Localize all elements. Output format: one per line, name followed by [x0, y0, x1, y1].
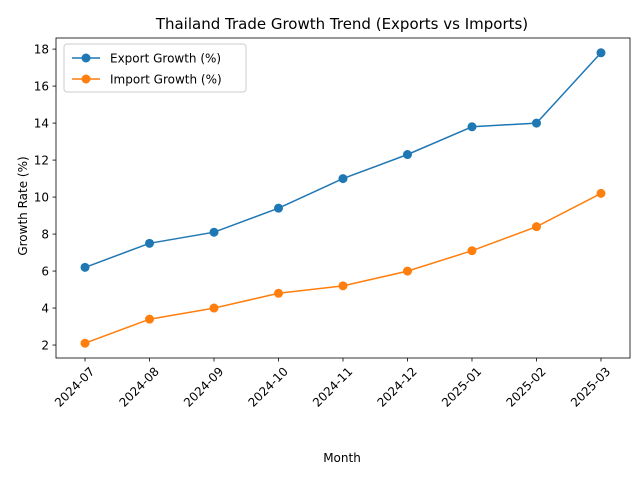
x-tick-label: 2024-08: [117, 364, 162, 409]
x-axis-label: Month: [323, 451, 361, 465]
x-tick-label: 2025-03: [568, 364, 613, 409]
series-2-point: [338, 281, 348, 291]
x-tick-label: 2024-07: [52, 364, 97, 409]
series-2-point: [80, 338, 90, 348]
y-tick-label: 6: [41, 265, 49, 279]
x-tick-label: 2024-12: [374, 364, 419, 409]
series-2-point: [596, 188, 606, 198]
y-tick-label: 12: [34, 154, 49, 168]
series-2-point: [467, 246, 477, 256]
y-tick-label: 16: [34, 80, 49, 94]
series-2-point: [531, 222, 541, 232]
series-1-point: [531, 118, 541, 128]
x-tick-label: 2025-01: [439, 364, 484, 409]
series-2-point: [145, 314, 155, 324]
series-line-2: [84, 192, 602, 344]
y-tick-label: 18: [34, 43, 49, 57]
y-tick-label: 2: [41, 339, 49, 353]
y-tick-label: 14: [34, 117, 49, 131]
series-1-point: [467, 122, 477, 132]
legend-marker-2: [81, 74, 91, 84]
series-2-point: [274, 288, 284, 298]
series-1-point: [80, 262, 90, 272]
chart-title: Thailand Trade Growth Trend (Exports vs …: [155, 15, 528, 33]
legend-label-1: Export Growth (%): [110, 52, 221, 66]
x-tick-label: 2024-11: [310, 364, 355, 409]
x-tick-label: 2025-02: [503, 364, 548, 409]
series-1-point: [596, 48, 606, 58]
series-1-point: [274, 203, 284, 213]
y-tick-label: 4: [41, 302, 49, 316]
series-2-point: [402, 266, 412, 276]
legend-box: [63, 43, 247, 93]
series-1-point: [338, 174, 348, 184]
x-tick-label: 2024-09: [181, 364, 226, 409]
series-2-point: [209, 303, 219, 313]
legend-label-2: Import Growth (%): [110, 73, 222, 87]
series-1-point: [145, 238, 155, 248]
series-1-point: [209, 227, 219, 237]
x-tick-label: 2024-10: [245, 364, 290, 409]
legend-marker-1: [81, 53, 91, 63]
y-tick-label: 10: [34, 191, 49, 205]
y-axis-label: Growth Rate (%): [16, 156, 30, 255]
y-tick-label: 8: [41, 228, 49, 242]
series-1-point: [402, 150, 412, 160]
